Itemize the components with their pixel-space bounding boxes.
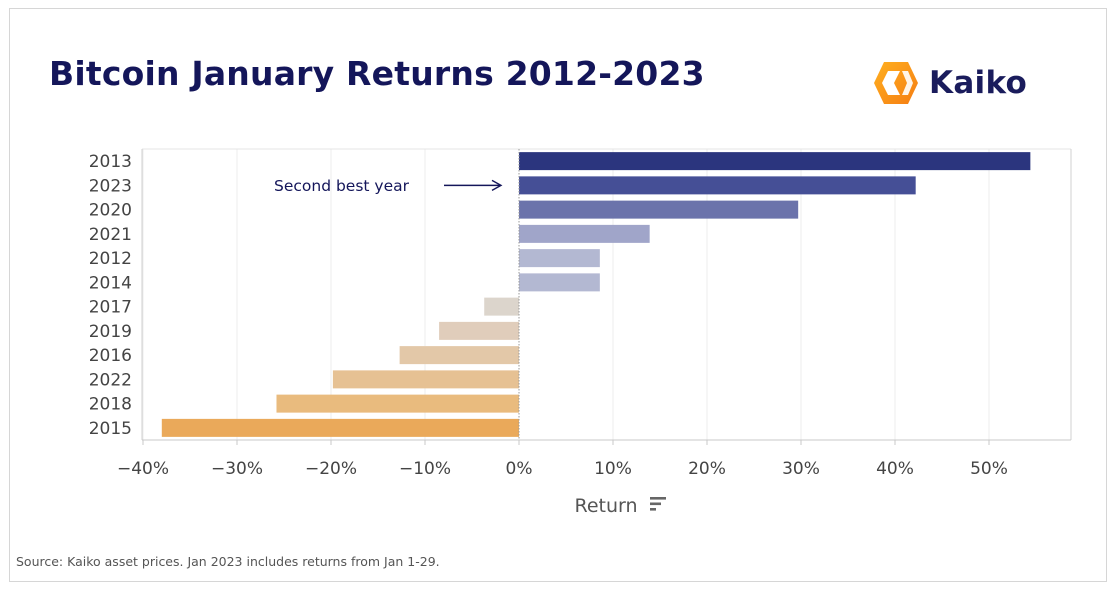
bar-2017[interactable] [484, 297, 519, 316]
y-tick-label: 2013 [89, 152, 132, 172]
bar-2018[interactable] [276, 394, 519, 413]
y-tick-label: 2014 [89, 273, 132, 293]
axes [141, 148, 1072, 445]
y-axis-labels: 2013 2023 2020 2021 2012 2014 2017 2019 2016 2022… [89, 152, 132, 439]
x-tick-label: 0% [506, 459, 533, 479]
y-tick-label: 2015 [89, 419, 132, 439]
y-tick-label: 2018 [89, 395, 132, 415]
y-tick-label: 2017 [89, 298, 132, 318]
source-note: Source: Kaiko asset prices. Jan 2023 inc… [16, 554, 440, 569]
bar-2019[interactable] [439, 321, 519, 340]
chart-title: Bitcoin January Returns 2012-2023 [49, 54, 705, 93]
bar-2016[interactable] [399, 346, 519, 365]
bar-2015[interactable] [161, 418, 520, 437]
logo-text: Kaiko [929, 65, 1028, 101]
kaiko-logo: Kaiko [872, 60, 1027, 106]
y-tick-label: 2016 [89, 346, 132, 366]
y-tick-label: 2019 [89, 322, 132, 342]
chart-frame [9, 8, 1107, 582]
y-tick-label: 2021 [89, 225, 132, 245]
x-axis-labels: −40% −30% −20% −10% 0% 10% 20% 30% 40% 50% [117, 459, 1008, 479]
bar-2021[interactable] [519, 224, 650, 243]
grid-lines [142, 149, 990, 440]
sort-icon[interactable] [650, 497, 666, 511]
x-tick-label: 40% [876, 459, 914, 479]
x-axis-title[interactable]: Return [574, 495, 666, 517]
y-tick-label: 2012 [89, 249, 132, 269]
bars [161, 152, 1031, 437]
x-tick-label: −30% [211, 459, 263, 479]
annotation: Second best year [274, 177, 503, 195]
y-tick-label: 2020 [89, 201, 132, 221]
bar-2012[interactable] [519, 249, 600, 268]
arrow-icon [444, 179, 503, 191]
annotation-text: Second best year [274, 177, 410, 195]
bar-2020[interactable] [519, 200, 799, 219]
x-tick-label: 50% [970, 459, 1008, 479]
x-tick-label: 10% [594, 459, 632, 479]
y-tick-label: 2023 [89, 176, 132, 196]
bar-2014[interactable] [519, 273, 600, 292]
bar-2022[interactable] [332, 370, 519, 389]
x-tick-label: −20% [305, 459, 357, 479]
x-tick-label: −40% [117, 459, 169, 479]
bar-2023[interactable] [519, 176, 916, 195]
kaiko-logo-icon [874, 62, 918, 104]
x-axis-label: Return [574, 495, 637, 517]
y-tick-label: 2022 [89, 370, 132, 390]
x-tick-label: 20% [688, 459, 726, 479]
x-tick-label: 30% [782, 459, 820, 479]
bar-2013[interactable] [519, 152, 1031, 171]
x-tick-label: −10% [399, 459, 451, 479]
